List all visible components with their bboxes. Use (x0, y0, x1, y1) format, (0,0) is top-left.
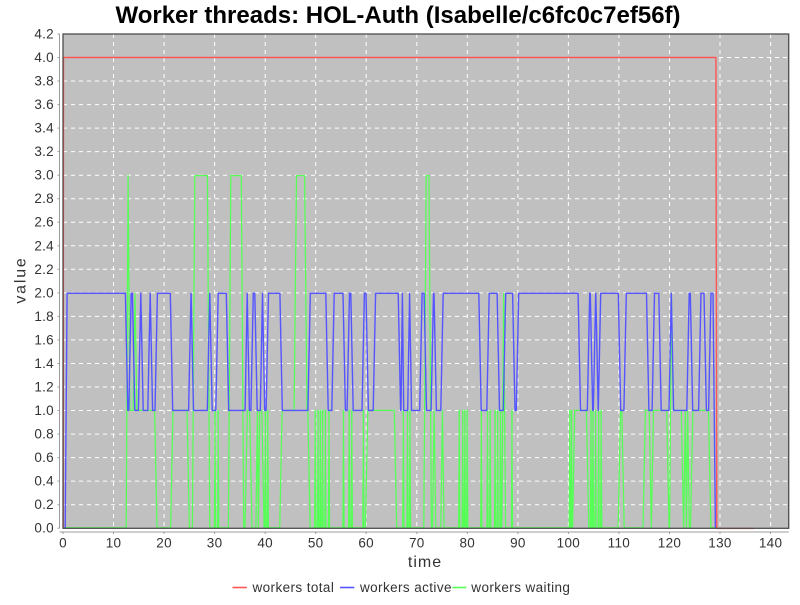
svg-text:2.2: 2.2 (34, 262, 54, 277)
svg-text:0.0: 0.0 (34, 521, 54, 536)
svg-text:80: 80 (459, 536, 475, 551)
svg-text:4.2: 4.2 (34, 27, 54, 42)
svg-text:0: 0 (59, 536, 67, 551)
svg-text:2.0: 2.0 (34, 285, 54, 300)
svg-text:0.8: 0.8 (34, 427, 54, 442)
svg-text:0.6: 0.6 (34, 450, 54, 465)
svg-text:90: 90 (510, 536, 526, 551)
svg-text:70: 70 (409, 536, 425, 551)
svg-text:3.2: 3.2 (34, 144, 54, 159)
svg-text:value: value (13, 256, 30, 303)
svg-text:workers total: workers total (252, 580, 335, 595)
svg-text:4.0: 4.0 (34, 50, 54, 65)
svg-text:130: 130 (708, 536, 731, 551)
svg-text:20: 20 (156, 536, 172, 551)
svg-text:110: 110 (608, 536, 630, 551)
svg-text:1.0: 1.0 (34, 403, 54, 418)
svg-text:2.8: 2.8 (34, 191, 54, 206)
svg-text:0.4: 0.4 (34, 474, 54, 489)
svg-text:100: 100 (557, 536, 580, 551)
svg-text:1.6: 1.6 (34, 332, 54, 347)
svg-text:140: 140 (759, 536, 782, 551)
svg-text:time: time (408, 554, 442, 571)
svg-text:60: 60 (358, 536, 374, 551)
svg-text:3.8: 3.8 (34, 74, 54, 89)
svg-text:1.8: 1.8 (34, 309, 54, 324)
svg-text:workers waiting: workers waiting (470, 580, 570, 595)
svg-text:1.4: 1.4 (34, 356, 54, 371)
svg-text:50: 50 (308, 536, 324, 551)
svg-text:3.0: 3.0 (34, 168, 54, 183)
svg-text:40: 40 (257, 536, 273, 551)
svg-text:3.4: 3.4 (34, 121, 54, 136)
svg-text:1.2: 1.2 (34, 380, 54, 395)
svg-text:3.6: 3.6 (34, 97, 54, 112)
svg-text:0.2: 0.2 (34, 497, 54, 512)
svg-text:30: 30 (207, 536, 223, 551)
svg-text:120: 120 (658, 536, 681, 551)
svg-text:Worker threads: HOL-Auth (Isab: Worker threads: HOL-Auth (Isabelle/c6fc0… (115, 2, 680, 29)
svg-text:2.6: 2.6 (34, 215, 54, 230)
svg-text:2.4: 2.4 (34, 238, 54, 253)
svg-text:workers active: workers active (359, 580, 452, 595)
svg-text:10: 10 (106, 536, 122, 551)
